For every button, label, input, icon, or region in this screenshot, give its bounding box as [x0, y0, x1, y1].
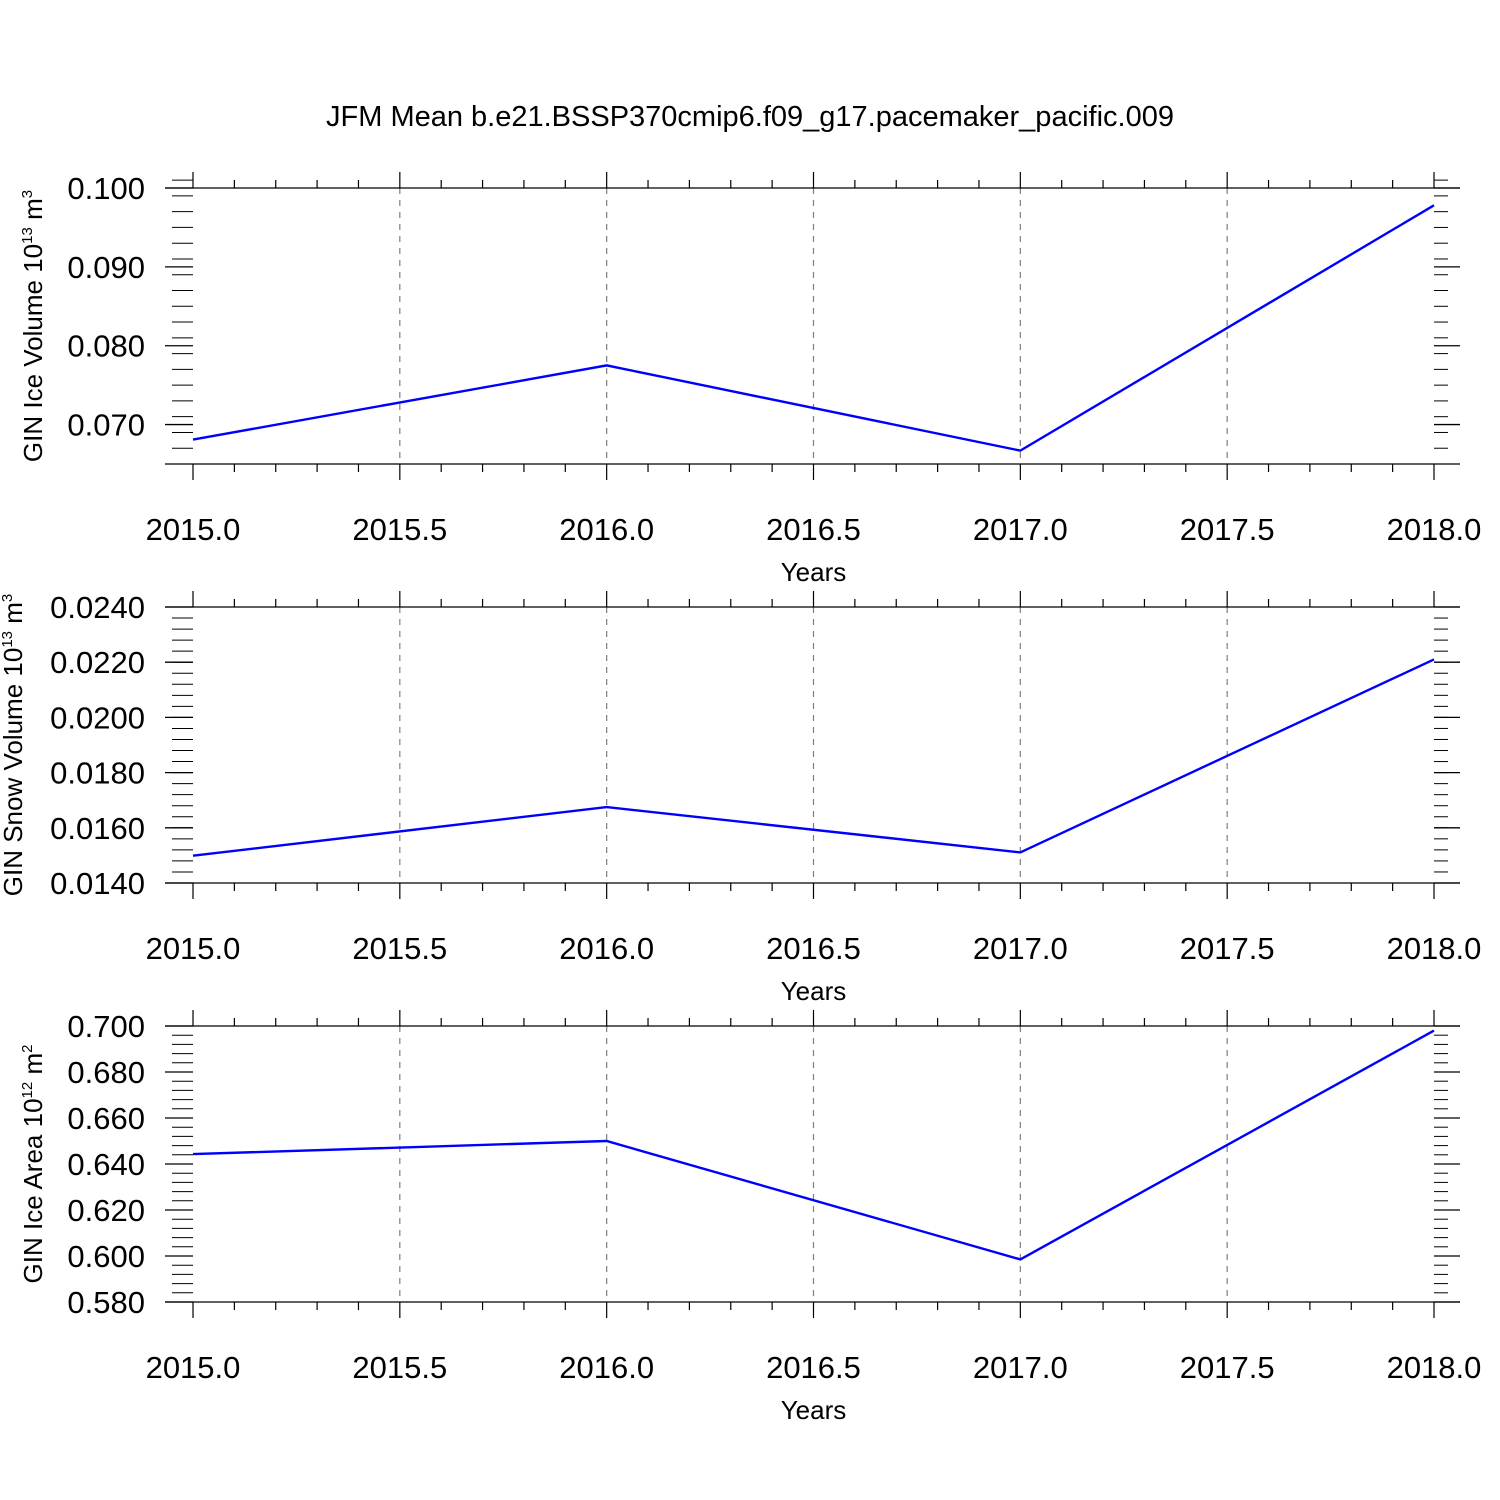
x-axis-title: Years: [781, 976, 847, 1006]
y-tick-label: 0.0220: [50, 645, 145, 680]
y-axis-title: GIN Snow Volume 1013 m3: [0, 594, 28, 897]
x-tick-label: 2017.0: [973, 1350, 1068, 1385]
y-tick-label: 0.0200: [50, 700, 145, 735]
y-tick-label: 0.100: [67, 171, 145, 206]
y-tick-label: 0.090: [67, 250, 145, 285]
x-tick-label: 2016.5: [766, 931, 861, 966]
x-tick-label: 2018.0: [1387, 1350, 1482, 1385]
y-tick-label: 0.580: [67, 1285, 145, 1320]
x-tick-label: 2017.5: [1180, 512, 1275, 547]
x-tick-label: 2018.0: [1387, 931, 1482, 966]
x-tick-label: 2017.0: [973, 512, 1068, 547]
x-tick-label: 2016.0: [559, 512, 654, 547]
x-axis-title: Years: [781, 557, 847, 587]
figure-title: JFM Mean b.e21.BSSP370cmip6.f09_g17.pace…: [326, 101, 1174, 133]
x-tick-label: 2015.0: [146, 931, 241, 966]
y-tick-label: 0.0240: [50, 590, 145, 625]
x-tick-label: 2015.0: [146, 512, 241, 547]
panel-2: 0.0140 0.0160 0.0180 0.0200 0.0220 0.0240 2015…: [0, 590, 1481, 1006]
x-tick-label: 2015.5: [352, 1350, 447, 1385]
x-tick-label: 2017.0: [973, 931, 1068, 966]
y-tick-label: 0.660: [67, 1101, 145, 1136]
x-tick-label: 2016.5: [766, 1350, 861, 1385]
x-tick-label: 2018.0: [1387, 512, 1482, 547]
y-tick-label: 0.700: [67, 1009, 145, 1044]
y-tick-label: 0.0160: [50, 811, 145, 846]
y-axis-title: GIN Ice Volume 1013 m3: [18, 190, 48, 462]
y-tick-label: 0.070: [67, 408, 145, 443]
x-tick-label: 2015.5: [352, 512, 447, 547]
y-tick-label: 0.0140: [50, 866, 145, 901]
y-tick-label: 0.620: [67, 1193, 145, 1228]
y-tick-label: 0.680: [67, 1055, 145, 1090]
x-tick-label: 2016.5: [766, 512, 861, 547]
x-tick-label: 2015.5: [352, 931, 447, 966]
series-line: [192, 204, 1435, 452]
panel-1: 0.070 0.080 0.090 0.100 2015.0 2015.5 2016.0 20…: [18, 171, 1481, 587]
y-tick-label: 0.0180: [50, 756, 145, 791]
x-tick-label: 2016.0: [559, 1350, 654, 1385]
panels: 0.070 0.080 0.090 0.100 2015.0 2015.5 2016.0 20…: [0, 171, 1481, 1425]
y-tick-label: 0.640: [67, 1147, 145, 1182]
y-tick-label: 0.080: [67, 329, 145, 364]
x-axis-title: Years: [781, 1395, 847, 1425]
y-tick-label: 0.600: [67, 1239, 145, 1274]
x-tick-label: 2017.5: [1180, 931, 1275, 966]
series-line: [192, 1029, 1435, 1261]
x-tick-label: 2015.0: [146, 1350, 241, 1385]
panel-3: 0.580 0.600 0.620 0.640 0.660 0.680 0.700 2015.…: [18, 1009, 1481, 1425]
series-line: [192, 658, 1435, 857]
y-axis-title: GIN Ice Area 1012 m2: [18, 1045, 48, 1284]
x-tick-label: 2017.5: [1180, 1350, 1275, 1385]
x-tick-label: 2016.0: [559, 931, 654, 966]
